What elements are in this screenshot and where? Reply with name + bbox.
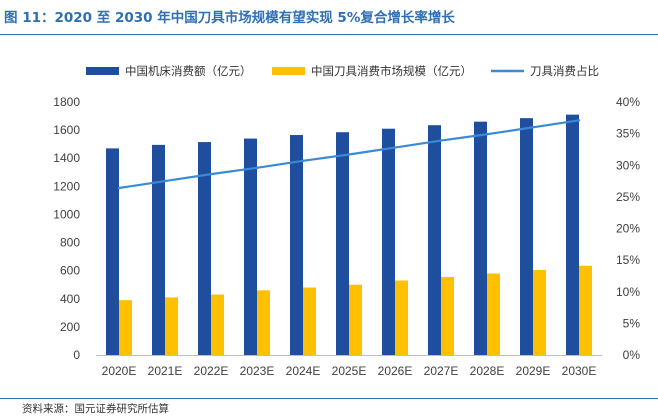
legend-label: 中国刀具消费市场规模（亿元）: [311, 64, 472, 78]
y-axis-left: 0 200 400 600 800 1000 1200 1400 1600 1800: [53, 95, 80, 362]
ratio-point: [393, 146, 397, 149]
cutting-tool-bar: [303, 287, 316, 355]
ratio-point: [577, 119, 581, 122]
y-right-tick-label: 5%: [623, 316, 641, 330]
x-tick-label: 2028E: [470, 364, 505, 378]
x-tick-label: 2029E: [516, 364, 551, 378]
y-right-tick-label: 20%: [616, 222, 640, 236]
legend-label: 中国机床消费额（亿元）: [125, 64, 252, 78]
y-right-tick-label: 15%: [616, 253, 640, 267]
cutting-tool-bar: [211, 294, 224, 355]
source-note: 资料来源：国元证券研究所估算: [22, 403, 169, 415]
ratio-line: [117, 119, 581, 190]
ratio-point: [163, 179, 167, 183]
legend-swatch: [272, 67, 305, 75]
cutting-tool-bar: [165, 297, 178, 355]
y-axis-right: 0% 5% 10% 15% 20% 25% 30% 35% 40%: [616, 95, 640, 362]
ratio-point: [531, 126, 535, 129]
cutting-tool-bar: [441, 276, 454, 355]
y-left-tick-label: 400: [60, 292, 80, 306]
machine-tool-bar: [106, 148, 119, 355]
x-tick-label: 2020E: [102, 364, 137, 378]
x-tick-label: 2022E: [194, 364, 229, 378]
legend: 中国机床消费额（亿元） 中国刀具消费市场规模（亿元） 刀具消费占比: [86, 64, 599, 78]
y-right-tick-label: 40%: [616, 95, 640, 109]
legend-label: 刀具消费占比: [530, 64, 599, 78]
y-right-tick-label: 30%: [616, 158, 640, 172]
machine-tool-bar: [198, 142, 211, 355]
legend-line-swatch: [491, 69, 524, 73]
y-left-tick-label: 800: [60, 236, 80, 250]
machine-tool-bar: [520, 118, 533, 356]
y-left-tick-label: 600: [60, 264, 80, 278]
x-tick-label: 2021E: [148, 364, 183, 378]
machine-tool-bar: [566, 114, 579, 356]
cutting-tool-bar: [533, 269, 546, 355]
cutting-tool-bar: [487, 273, 500, 355]
ratio-point: [255, 166, 259, 169]
y-left-tick-label: 1000: [53, 207, 80, 221]
cutting-tool-bar: [579, 265, 592, 355]
ratio-point: [347, 153, 351, 156]
machine-tool-bar: [382, 128, 395, 355]
cutting-tool-bar: [395, 280, 408, 355]
machine-tool-bar: [474, 121, 487, 355]
y-left-tick-label: 1400: [53, 151, 80, 165]
machine-tool-bar: [428, 125, 441, 355]
source-divider: [0, 398, 658, 399]
machine-tool-bar: [290, 135, 303, 355]
y-left-tick-label: 1200: [53, 179, 80, 193]
x-tick-label: 2025E: [332, 364, 367, 378]
title-divider: [0, 34, 658, 35]
machine-tool-bar: [244, 138, 257, 355]
cutting-tool-bar: [349, 284, 362, 355]
machine-tool-bar: [336, 132, 349, 355]
ratio-point: [209, 172, 213, 176]
machine-tool-bar: [152, 144, 165, 355]
y-right-tick-label: 10%: [616, 285, 640, 299]
legend-swatch: [86, 67, 119, 75]
cutting-tool-bar: [257, 290, 270, 355]
x-tick-label: 2023E: [240, 364, 275, 378]
y-left-tick-label: 200: [60, 320, 80, 334]
y-left-tick-label: 1600: [53, 123, 80, 137]
x-tick-label: 2026E: [378, 364, 413, 378]
y-right-tick-label: 35%: [616, 127, 640, 141]
y-right-tick-label: 0%: [623, 348, 641, 362]
x-tick-label: 2024E: [286, 364, 321, 378]
x-tick-label: 2027E: [424, 364, 459, 378]
ratio-point: [485, 133, 489, 136]
x-axis: 2020E 2021E 2022E 2023E 2024E 2025E 2026E 2027E…: [96, 355, 602, 378]
y-left-tick-label: 0: [73, 348, 80, 362]
x-tick-label: 2030E: [562, 364, 597, 378]
y-left-tick-label: 1800: [53, 95, 80, 109]
chart: 中国机床消费额（亿元） 中国刀具消费市场规模（亿元） 刀具消费占比 0 200 400 6…: [53, 64, 640, 378]
ratio-point: [117, 186, 121, 190]
cutting-tool-bar: [119, 300, 132, 355]
ratio-point: [301, 159, 305, 163]
figure-title: 图 11：2020 至 2030 年中国刀具市场规模有望实现 5%复合增长率增长: [4, 10, 455, 26]
bars: [106, 114, 592, 356]
y-right-tick-label: 25%: [616, 190, 640, 204]
ratio-point: [439, 139, 443, 142]
